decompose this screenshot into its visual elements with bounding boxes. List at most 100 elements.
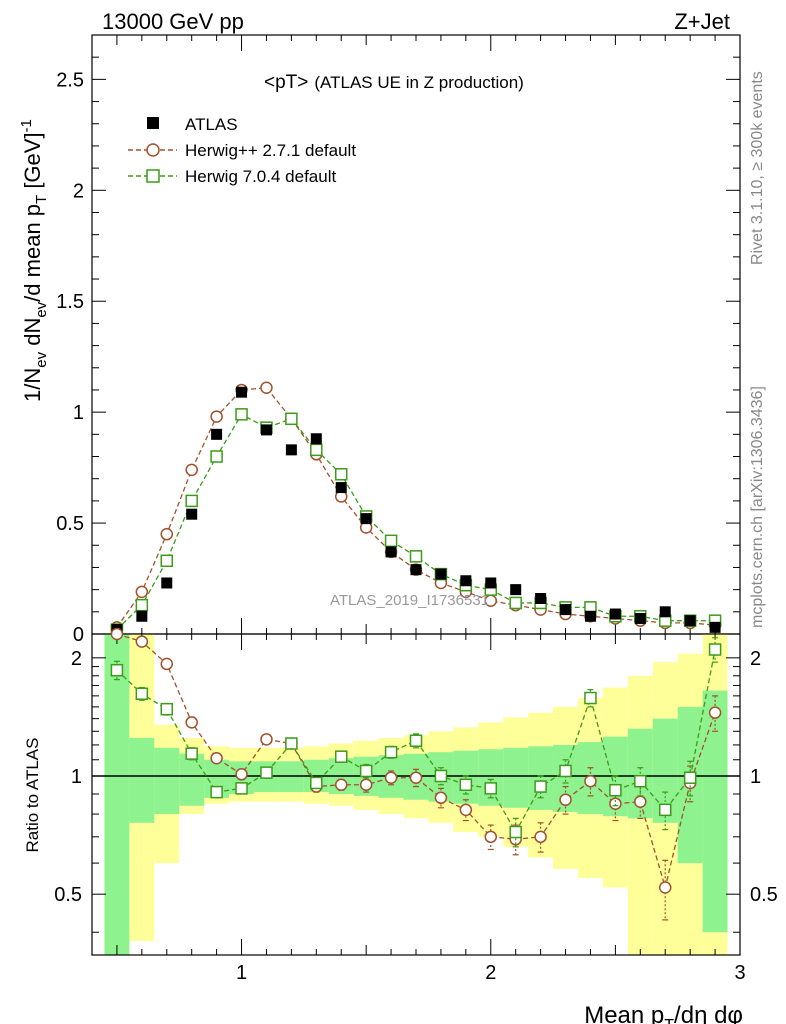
herwig7-point xyxy=(334,468,348,481)
y-tick-label: 0 xyxy=(73,624,84,646)
data-point xyxy=(460,575,472,587)
herwigpp-point xyxy=(334,778,348,792)
legend-marker-herwig7 xyxy=(146,169,160,183)
legend-label-herwigpp: Herwig++ 2.7.1 default xyxy=(185,141,356,160)
ratio-tick-label-right: 2 xyxy=(750,648,761,670)
herwigpp-point xyxy=(434,791,448,805)
legend-marker-atlas xyxy=(147,117,159,129)
analysis-watermark: ATLAS_2019_I1736531 xyxy=(330,592,489,609)
herwig7-point xyxy=(609,783,622,797)
herwigpp-point xyxy=(110,627,124,641)
x-tick-label: 1 xyxy=(236,962,247,984)
herwig7-point xyxy=(260,766,273,779)
data-point xyxy=(535,593,547,605)
x-tick-label: 3 xyxy=(734,962,745,984)
data-point xyxy=(385,546,397,558)
data-point xyxy=(684,615,696,627)
herwig7-point xyxy=(534,780,547,793)
herwigpp-point xyxy=(135,585,149,599)
herwig7-point xyxy=(310,443,323,457)
herwig7-point xyxy=(484,782,498,795)
herwigpp-point xyxy=(484,830,498,844)
herwigpp-point xyxy=(235,768,248,781)
x-tick-label: 2 xyxy=(485,962,496,984)
mcplots-label: mcplots.cern.ch [arXiv:1306.3436] xyxy=(749,386,766,628)
herwigpp-point xyxy=(260,381,273,394)
data-point xyxy=(510,584,522,596)
herwig7-point xyxy=(708,643,722,656)
band-inner xyxy=(503,747,529,808)
herwigpp-point xyxy=(135,635,149,648)
data-point xyxy=(260,424,272,436)
ratio-y-axis-title: Ratio to ATLAS xyxy=(23,738,42,853)
band-inner xyxy=(104,634,130,955)
herwig7-point xyxy=(185,494,198,508)
herwigpp-point xyxy=(185,463,198,477)
band-inner xyxy=(702,690,728,933)
herwigpp-point xyxy=(658,881,672,894)
data-point xyxy=(285,444,297,456)
header-right: Z+Jet xyxy=(674,9,730,34)
herwig7-point xyxy=(235,408,248,421)
herwig7-point xyxy=(384,745,398,759)
herwig7-point xyxy=(110,663,124,677)
herwig7-point xyxy=(658,803,672,817)
herwigpp-point xyxy=(160,657,174,671)
herwigpp-point xyxy=(359,778,373,792)
data-point xyxy=(136,610,148,622)
data-point xyxy=(310,433,322,445)
herwigpp-point xyxy=(634,795,647,808)
herwigpp-point xyxy=(708,706,722,719)
ratio-tick-label-right: 0.5 xyxy=(750,884,778,906)
data-point xyxy=(161,577,173,589)
herwig7-point xyxy=(634,774,647,788)
ratio-tick-label: 0.5 xyxy=(54,884,82,906)
y-tick-label: 1.5 xyxy=(56,291,84,313)
herwigpp-point xyxy=(459,803,473,817)
herwig7-point xyxy=(509,825,522,839)
x-axis-title: Mean pT/dη dφ xyxy=(584,1002,743,1024)
y-tick-label: 2.5 xyxy=(56,69,84,91)
herwig7-point xyxy=(334,750,348,763)
herwig7-point xyxy=(135,598,149,612)
herwigpp-point xyxy=(384,771,398,784)
herwigpp-point xyxy=(160,527,174,541)
herwigpp-point xyxy=(210,751,223,765)
data-point xyxy=(236,386,248,398)
ratio-panel: 1 2 3 0.5 0.5 1 1 2 2 xyxy=(54,627,778,984)
herwig7-point xyxy=(509,596,522,610)
herwigpp-point xyxy=(185,716,198,729)
data-point xyxy=(560,604,572,616)
data-point xyxy=(335,482,347,494)
y-axis-title: 1/Nev dNev/d mean pT [GeV]-1 xyxy=(18,119,50,402)
legend: ATLAS Herwig++ 2.7.1 default Herwig 7.0.… xyxy=(128,115,356,186)
data-point xyxy=(485,577,497,589)
herwigpp-point xyxy=(210,410,223,423)
ratio-tick-label-right: 1 xyxy=(750,766,761,788)
herwig7-point xyxy=(359,764,373,778)
herwig7-point xyxy=(409,734,423,747)
header-left: 13000 GeV pp xyxy=(102,9,244,34)
herwigpp-point xyxy=(559,793,572,807)
herwig7-point xyxy=(285,412,298,426)
herwig7-point xyxy=(235,782,248,795)
ratio-tick-label: 2 xyxy=(71,648,82,670)
herwigpp-point xyxy=(534,830,547,844)
herwigpp-point xyxy=(609,797,622,810)
data-point xyxy=(634,612,646,624)
herwigpp-point xyxy=(584,774,597,788)
herwig7-point xyxy=(434,769,448,783)
herwigpp-point xyxy=(260,733,273,746)
herwig7-point xyxy=(210,785,223,799)
legend-label-herwig7: Herwig 7.0.4 default xyxy=(185,167,336,186)
data-point xyxy=(186,508,198,520)
herwig7-point xyxy=(683,771,697,784)
y-tick-label: 1 xyxy=(73,402,84,424)
herwig7-point xyxy=(409,550,423,563)
herwig7-point xyxy=(210,450,223,463)
herwig7-point xyxy=(160,554,174,568)
herwig7-point xyxy=(135,687,149,701)
chart-title: <pT> (ATLAS UE in Z production) xyxy=(264,72,524,93)
legend-marker-herwigpp xyxy=(146,143,160,157)
herwig7-point xyxy=(160,702,174,716)
